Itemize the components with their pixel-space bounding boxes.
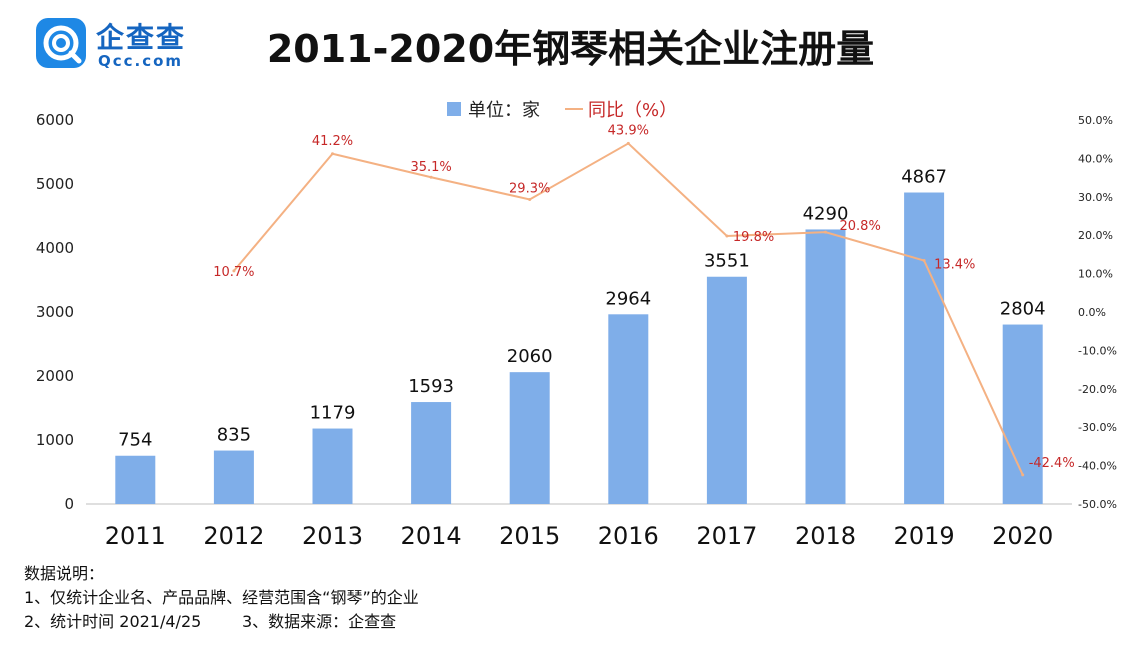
line-value-label: 19.8% [733,230,774,245]
bar-series: 754 835 1179 1593 2060 2964 3551 4290 4867 2804 [115,167,1046,504]
line-value-label: -42.4% [1029,456,1075,471]
line-point [331,152,334,156]
right-axis-tick: 0.0% [1078,306,1106,319]
right-axis-tick: -30.0% [1078,421,1117,434]
legend-line-label: 同比（%） [588,100,677,121]
x-axis-tick: 2014 [401,522,462,550]
line-point [725,234,729,238]
qcc-logo-icon [36,18,86,68]
left-axis-tick: 3000 [36,303,74,321]
x-axis-tick: 2015 [499,522,560,550]
line-point [626,141,630,145]
x-axis-tick: 2013 [302,522,363,550]
left-axis-tick: 1000 [36,431,74,449]
line-value-label: 13.4% [934,258,975,273]
bar [509,372,550,504]
right-axis-tick: -50.0% [1078,498,1117,511]
legend-bar-swatch [447,102,461,116]
line-point [528,197,532,201]
left-axis-tick: 6000 [36,111,74,129]
line-value-label: 10.7% [213,265,254,280]
notes-line-1: 1、仅统计企业名、产品品牌、经营范围含“钢琴”的企业 [24,588,419,607]
left-axis: 0 1000 2000 3000 4000 5000 6000 [36,111,74,513]
x-axis: 2011 2012 2013 2014 2015 2016 2017 2018 2019 2020 [105,522,1053,550]
logo-text-cn: 企查查 [96,21,187,54]
bar-value-label: 4290 [803,203,849,224]
x-axis-tick: 2011 [105,522,166,550]
x-axis-tick: 2018 [795,522,856,550]
bar [706,276,747,504]
right-axis-tick: 10.0% [1078,268,1113,281]
bar-value-label: 754 [118,430,152,451]
notes-line-2: 2、统计时间 2021/4/25 3、数据来源：企查查 [24,612,397,631]
left-axis-tick: 5000 [36,175,74,193]
notes-heading: 数据说明： [24,564,105,583]
bar [904,192,945,504]
line-point [824,230,827,234]
legend-bar-label: 单位：家 [468,100,540,121]
line-value-label: 20.8% [840,219,881,234]
left-axis-tick: 0 [64,495,74,513]
bar-value-label: 1593 [408,376,454,397]
right-axis-tick: -40.0% [1078,460,1117,473]
x-axis-tick: 2016 [598,522,659,550]
line-value-label: 43.9% [608,123,649,138]
line-point [1021,473,1025,477]
bar-value-label: 3551 [704,251,750,272]
x-axis-tick: 2019 [894,522,955,550]
line-series: 10.7% 41.2% 35.1% 29.3% 43.9% 19.8% 20.8% 13.4%… [213,123,1075,477]
legend: 单位：家 同比（%） [447,100,677,121]
bar-value-label: 2804 [1000,299,1046,320]
bar [411,402,452,504]
x-axis-tick: 2017 [696,522,757,550]
notes: 数据说明： 1、仅统计企业名、产品品牌、经营范围含“钢琴”的企业 2、统计时间 … [24,562,419,634]
line-value-label: 41.2% [312,134,353,149]
bar [115,455,156,504]
bar-value-label: 1179 [310,403,356,424]
qcc-logo: 企查查 Qcc.com [36,14,226,74]
bar [608,314,649,504]
line-point [922,259,926,263]
right-axis-tick: 20.0% [1078,229,1113,242]
chart: 单位：家 同比（%） 0 1000 2000 3000 4000 5000 6000 -50… [36,100,1117,550]
bar [213,450,254,504]
line-point [429,175,433,179]
bar [1002,324,1043,504]
right-axis-tick: 40.0% [1078,152,1113,165]
right-axis-tick: -20.0% [1078,383,1117,396]
chart-title: 2011-2020年钢琴相关企业注册量 [266,27,875,71]
line-value-label: 29.3% [509,181,550,196]
logo-text-en: Qcc.com [98,52,184,70]
right-axis-tick: -10.0% [1078,344,1117,357]
right-axis: -50.0% -40.0% -30.0% -20.0% -10.0% 0.0% 10.0% 2… [1078,114,1117,511]
left-axis-tick: 4000 [36,239,74,257]
bar-value-label: 2964 [605,288,651,309]
bar [312,428,353,504]
x-axis-tick: 2012 [203,522,264,550]
left-axis-tick: 2000 [36,367,74,385]
right-axis-tick: 50.0% [1078,114,1113,127]
x-axis-tick: 2020 [992,522,1053,550]
line-point [232,269,236,273]
bar-value-label: 835 [217,425,251,446]
bar-value-label: 4867 [901,167,947,188]
right-axis-tick: 30.0% [1078,191,1113,204]
bar [805,229,846,504]
line-value-label: 35.1% [410,160,451,175]
bar-value-label: 2060 [507,346,553,367]
